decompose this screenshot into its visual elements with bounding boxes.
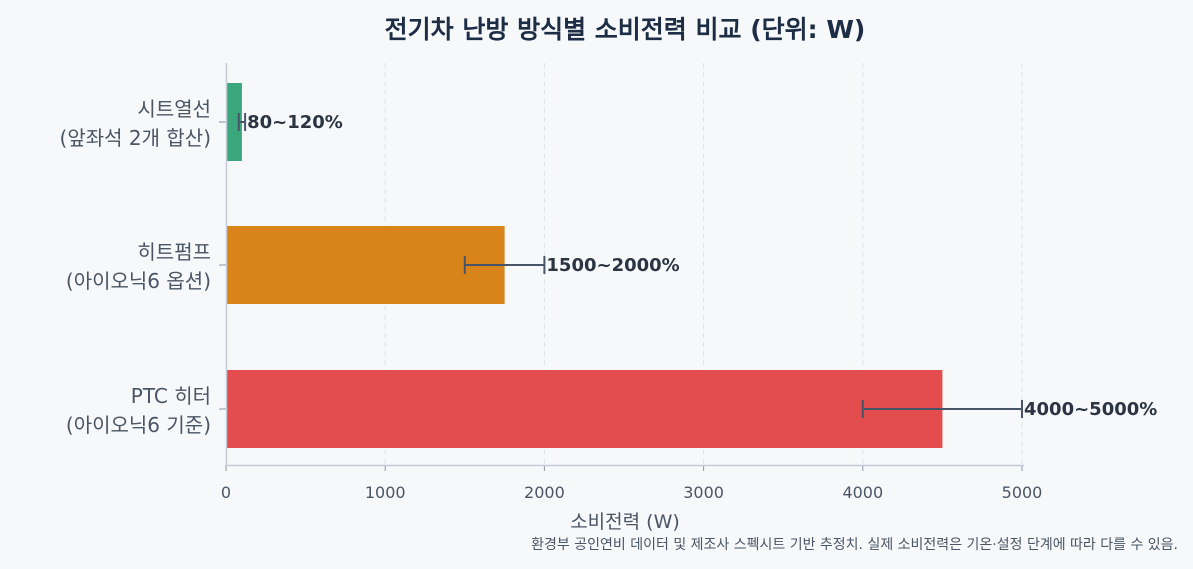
y-tick-label: 시트열선 xyxy=(137,97,211,121)
footnote: 환경부 공인연비 데이터 및 제조사 스펙시트 기반 추정치. 실제 소비전력은… xyxy=(531,537,1178,553)
value-labels: 80~120% 1500~2000% 4000~5000% xyxy=(247,112,1157,420)
x-axis-label: 소비전력 (W) xyxy=(570,511,680,533)
bars xyxy=(226,83,943,448)
x-tick-label: 4000 xyxy=(842,483,883,502)
value-label: 80~120% xyxy=(247,112,343,133)
bar xyxy=(226,83,242,161)
x-tick-label: 3000 xyxy=(683,483,724,502)
x-tick-label: 5000 xyxy=(1002,483,1043,502)
y-tick-label: (앞좌석 2개 합산) xyxy=(60,126,211,150)
x-tick-label: 2000 xyxy=(524,483,565,502)
x-axis-ticks: 0 1000 2000 3000 4000 5000 xyxy=(221,465,1042,502)
y-tick-label: 히트펌프 xyxy=(137,240,211,264)
bar xyxy=(226,226,505,304)
chart-title: 전기차 난방 방식별 소비전력 비교 (단위: W) xyxy=(385,15,866,44)
value-label: 1500~2000% xyxy=(546,255,679,276)
x-tick-label: 0 xyxy=(221,483,231,502)
x-tick-label: 1000 xyxy=(365,483,406,502)
error-bars xyxy=(237,113,1023,418)
y-axis-labels: 시트열선 (앞좌석 2개 합산) 히트펌프 (아이오닉6 옵션) PTC 히터 (아이오닉… xyxy=(60,97,226,437)
value-label: 4000~5000% xyxy=(1024,399,1157,420)
y-tick-label: (아이오닉6 옵션) xyxy=(66,269,211,293)
y-tick-label: PTC 히터 xyxy=(131,384,211,408)
bar xyxy=(226,370,943,448)
y-tick-label: (아이오닉6 기준) xyxy=(66,413,211,437)
